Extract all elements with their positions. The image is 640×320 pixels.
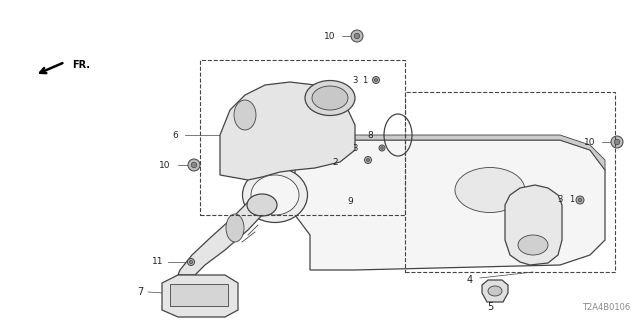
Text: 3: 3	[352, 76, 358, 84]
Circle shape	[355, 33, 360, 39]
Ellipse shape	[243, 167, 307, 222]
Ellipse shape	[305, 81, 355, 116]
Ellipse shape	[455, 167, 525, 212]
Text: 10: 10	[324, 31, 336, 41]
Text: 11: 11	[152, 258, 164, 267]
Circle shape	[367, 158, 369, 162]
Circle shape	[374, 78, 378, 82]
Text: FR.: FR.	[72, 60, 90, 70]
Circle shape	[188, 159, 200, 171]
Circle shape	[351, 30, 363, 42]
Text: 5: 5	[487, 302, 493, 312]
Polygon shape	[505, 185, 562, 265]
Polygon shape	[310, 135, 605, 170]
Polygon shape	[162, 275, 238, 317]
Circle shape	[188, 259, 195, 266]
Circle shape	[379, 145, 385, 151]
Circle shape	[365, 156, 371, 164]
Circle shape	[576, 196, 584, 204]
Circle shape	[189, 260, 193, 264]
Text: 10: 10	[159, 161, 171, 170]
Ellipse shape	[488, 286, 502, 296]
Text: T2A4B0106: T2A4B0106	[582, 303, 630, 312]
Ellipse shape	[226, 214, 244, 242]
Circle shape	[578, 198, 582, 202]
Circle shape	[611, 136, 623, 148]
Text: 2: 2	[332, 157, 338, 166]
Bar	[170, 284, 228, 306]
Ellipse shape	[247, 194, 277, 216]
Polygon shape	[295, 140, 605, 270]
Ellipse shape	[234, 100, 256, 130]
Text: 1: 1	[362, 76, 367, 84]
Circle shape	[372, 76, 380, 84]
Polygon shape	[482, 280, 508, 302]
Text: 3: 3	[352, 143, 358, 153]
Polygon shape	[220, 82, 355, 180]
Circle shape	[614, 139, 620, 145]
Ellipse shape	[312, 86, 348, 110]
Polygon shape	[178, 195, 272, 275]
Text: 4: 4	[467, 275, 473, 285]
Text: 10: 10	[584, 138, 596, 147]
Text: 7: 7	[137, 287, 143, 297]
Ellipse shape	[518, 235, 548, 255]
Ellipse shape	[251, 175, 299, 215]
Text: 8: 8	[367, 131, 373, 140]
Circle shape	[381, 147, 383, 149]
Text: 3: 3	[557, 196, 563, 204]
Circle shape	[191, 162, 196, 168]
Text: 6: 6	[172, 131, 178, 140]
Text: 9: 9	[347, 197, 353, 206]
Text: 1: 1	[570, 196, 575, 204]
